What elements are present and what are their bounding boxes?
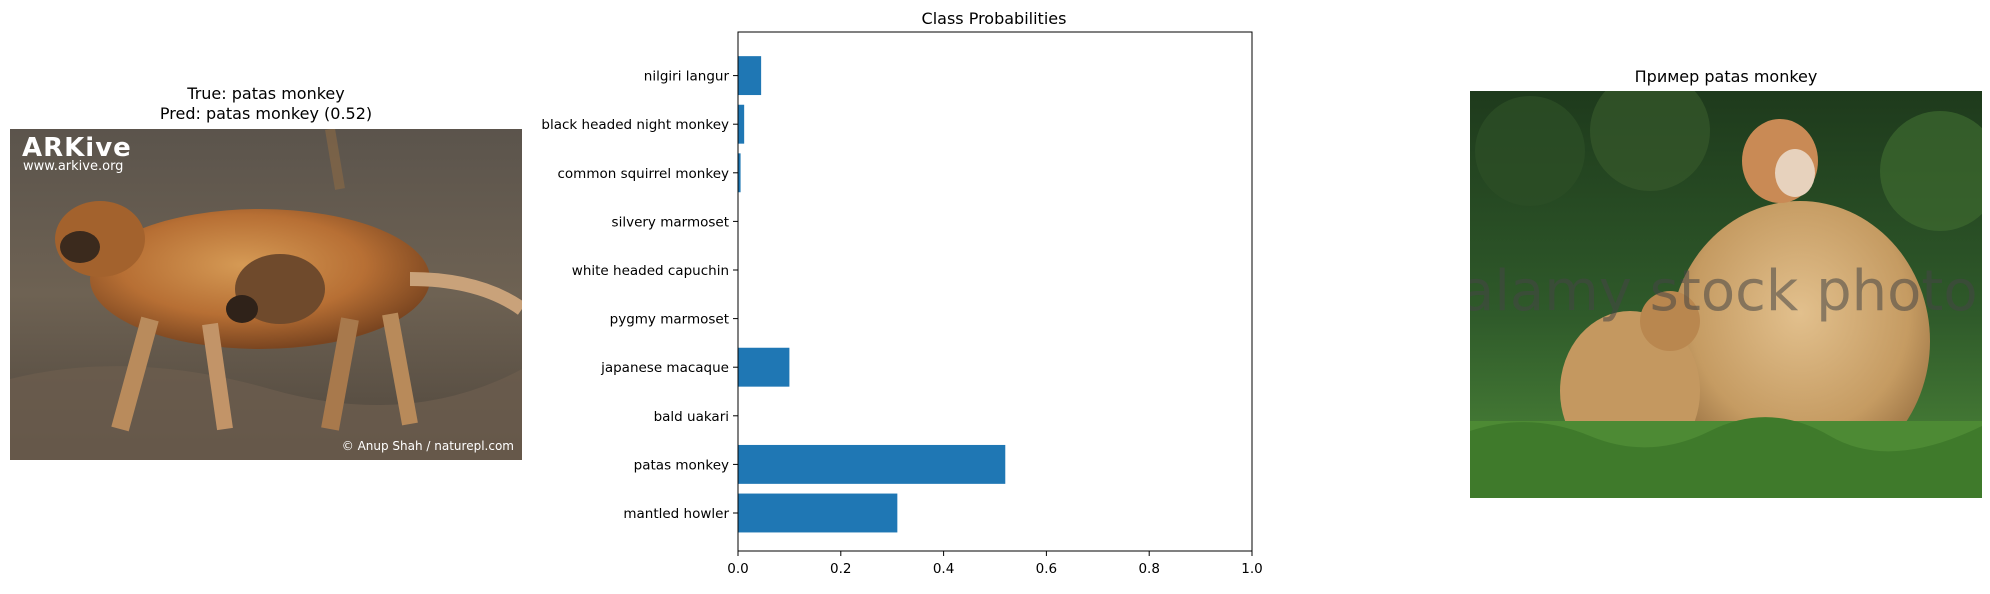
bar-mantled-howler (738, 493, 898, 533)
arkive-logo: ARKive (22, 133, 132, 163)
bar-nilgiri-langur (738, 56, 762, 96)
x-tick-label: 0.2 (830, 561, 851, 577)
right-title: Пример patas monkey (1634, 67, 1818, 86)
alamy-watermark: alamy stock photo (1470, 259, 1978, 324)
left-title-line1: True: patas monkey (187, 84, 345, 103)
x-tick-label: 0.8 (1138, 561, 1159, 577)
y-tick-label: common squirrel monkey (557, 166, 729, 182)
bar-common-squirrel-monkey (738, 153, 741, 193)
bar-japanese-macaque (738, 347, 790, 387)
sample-photo-predicted: ARKive www.arkive.org © Anup Shah / natu… (10, 129, 522, 460)
chart-title: Class Probabilities (922, 9, 1067, 28)
y-tick-label: patas monkey (634, 457, 729, 473)
y-tick-label: black headed night monkey (541, 117, 729, 133)
y-tick-label: bald uakari (654, 409, 729, 425)
y-tick-label: pygmy marmoset (610, 312, 729, 328)
y-tick-label: japanese macaque (600, 360, 729, 376)
example-photo: alamy stock photo (1470, 91, 1982, 498)
x-tick-label: 0.0 (727, 561, 748, 577)
x-tick-label: 0.6 (1036, 561, 1057, 577)
y-tick-label: mantled howler (623, 506, 729, 522)
x-tick-label: 1.0 (1241, 561, 1262, 577)
left-title-line2: Pred: patas monkey (0.52) (159, 104, 373, 123)
monkey-photo-illustration (10, 129, 522, 460)
example-monkey-illustration (1470, 91, 1982, 498)
y-tick-label: white headed capuchin (572, 263, 729, 279)
photo-credit: © Anup Shah / naturepl.com (341, 439, 514, 453)
y-tick-label: nilgiri langur (644, 69, 730, 85)
plot-frame (737, 31, 1253, 552)
y-tick-label: silvery marmoset (612, 214, 729, 230)
x-tick-label: 0.4 (933, 561, 954, 577)
bar-black-headed-night-monkey (738, 104, 745, 144)
arkive-url: www.arkive.org (23, 159, 124, 174)
bar-patas-monkey (738, 444, 1006, 484)
